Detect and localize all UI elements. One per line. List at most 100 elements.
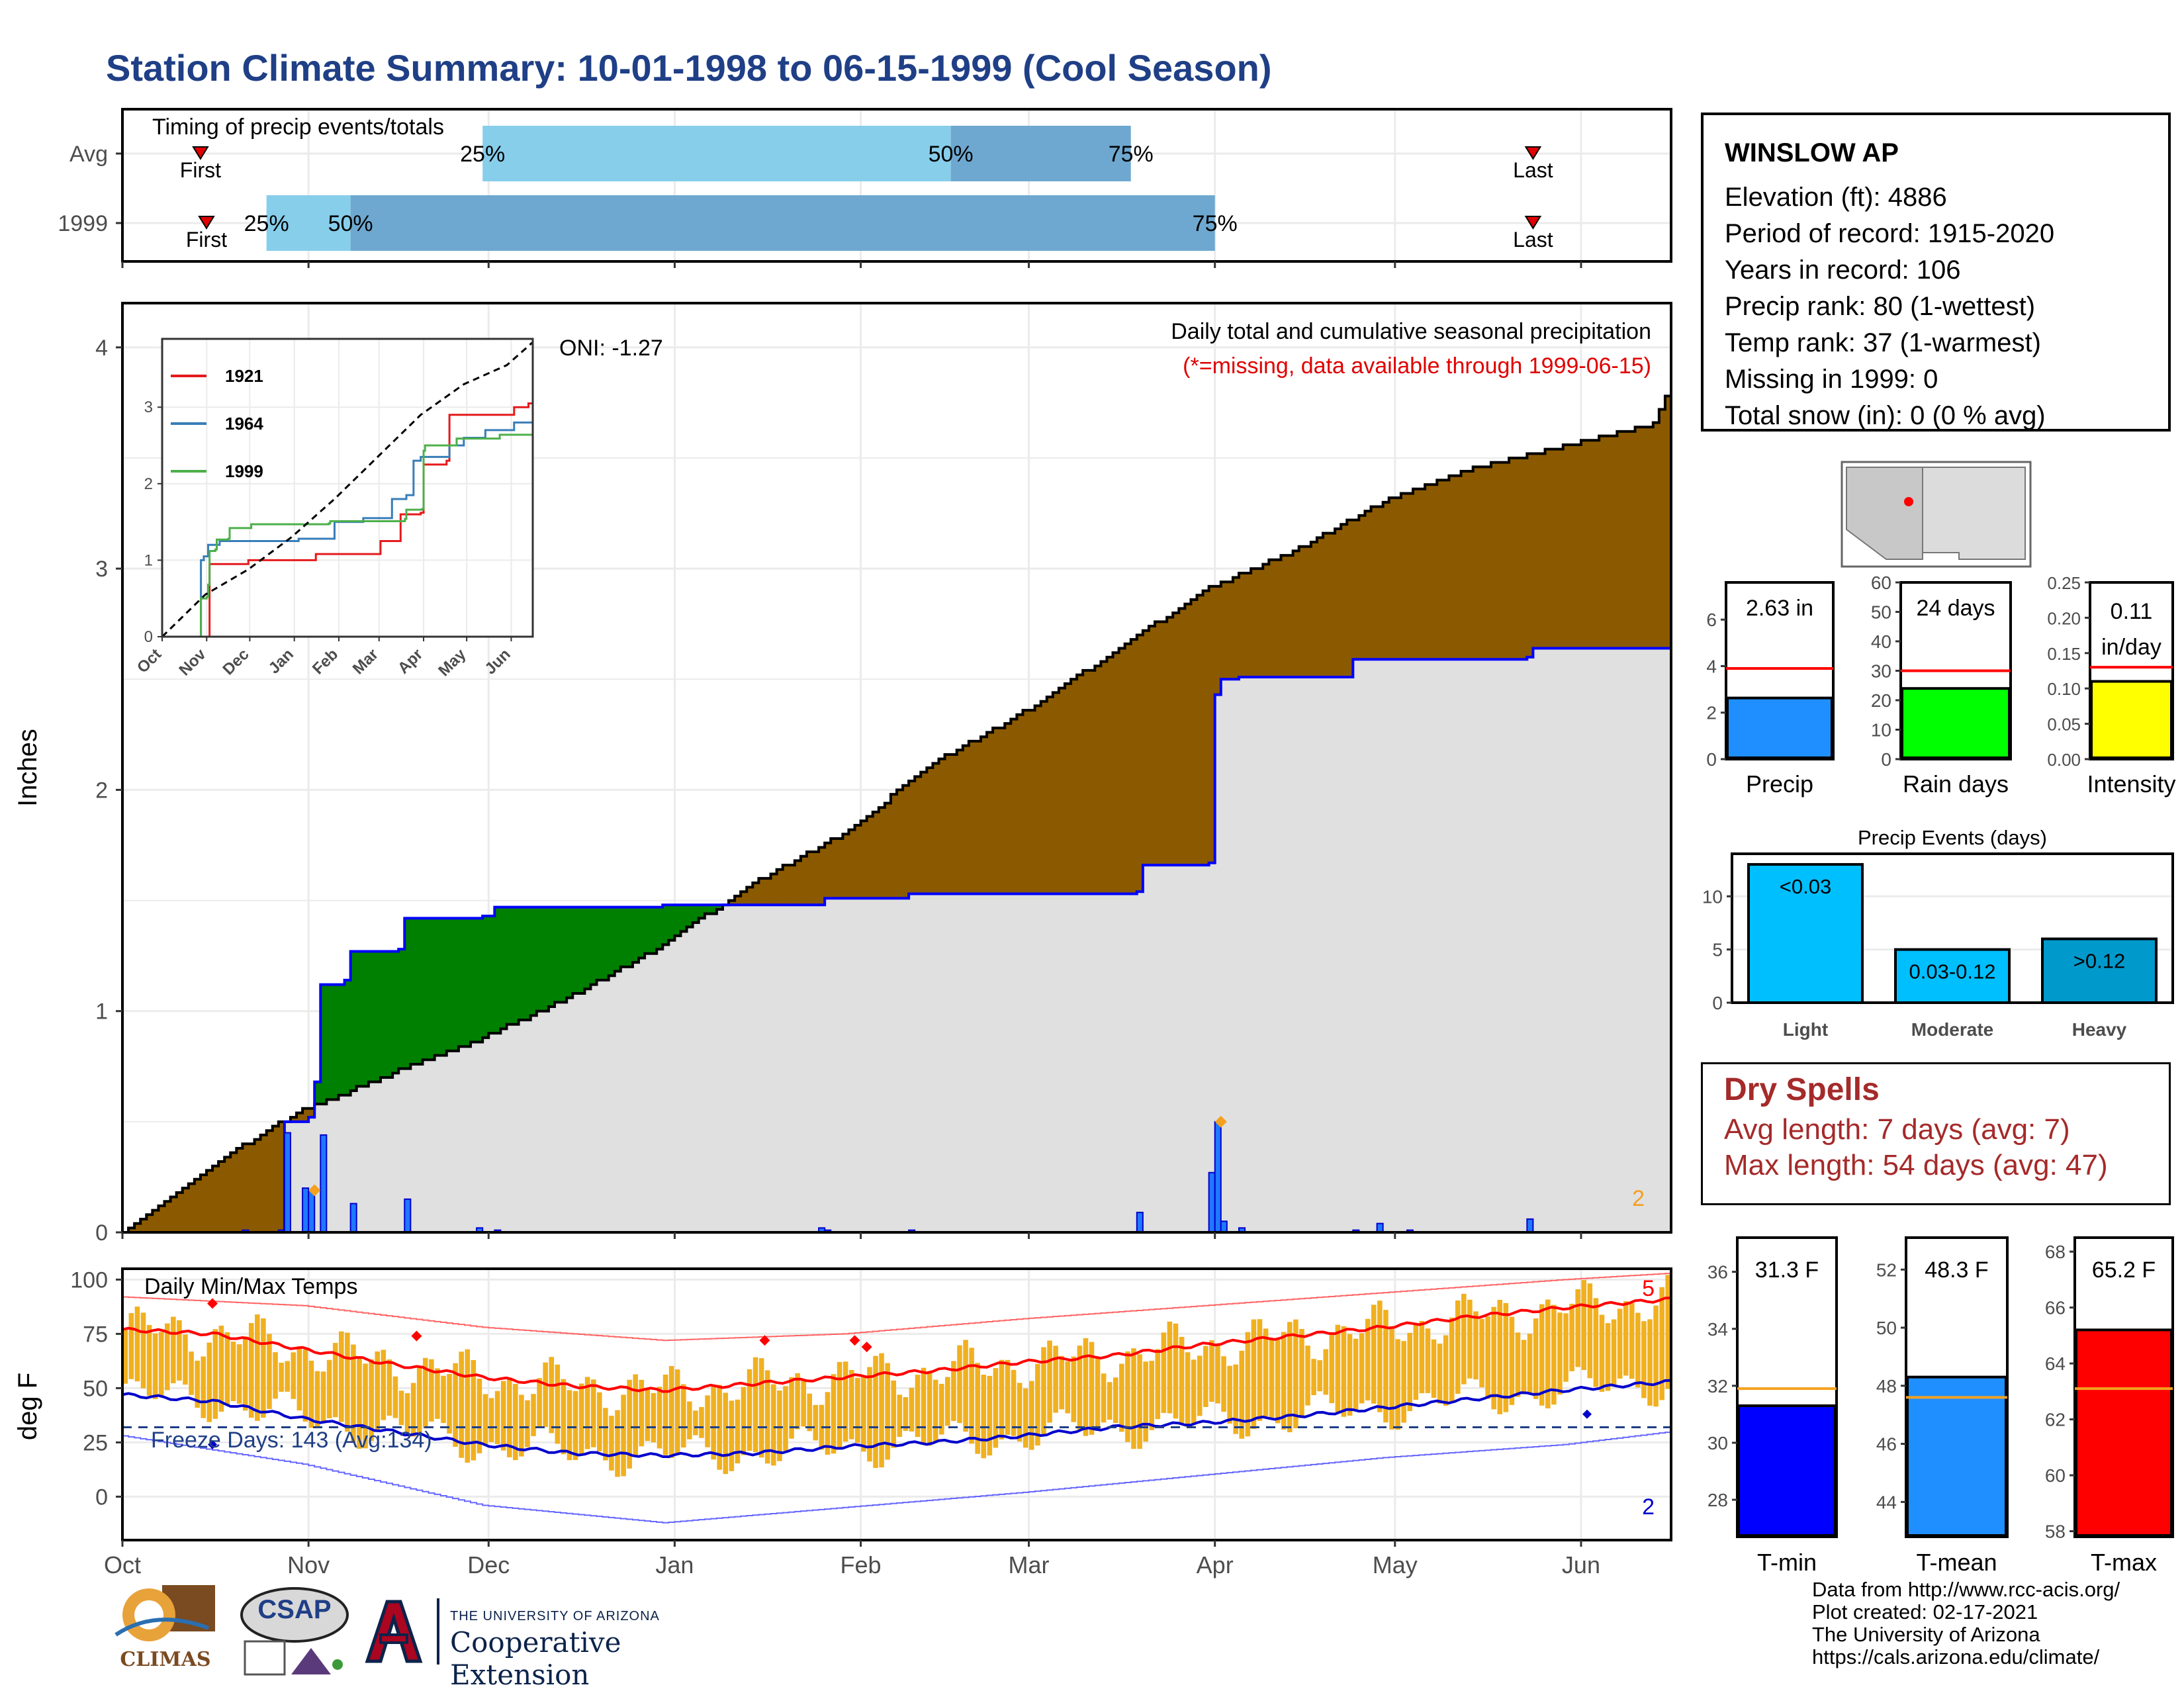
daily-temp-bar	[1599, 1314, 1605, 1392]
daily-temp-bar	[842, 1361, 848, 1442]
daily-temp-bar	[519, 1394, 524, 1457]
deficit-area	[254, 1139, 261, 1232]
daily-temp-bar	[687, 1401, 692, 1440]
daily-temp-bar	[752, 1357, 758, 1452]
daily-temp-bar	[1467, 1299, 1473, 1379]
deficit-area	[1569, 444, 1576, 649]
credit-line: https://cals.arizona.edu/climate/	[1812, 1645, 2100, 1668]
precip-frame	[121, 302, 1672, 1234]
credit-line: Data from http://www.rcc-acis.org/	[1812, 1578, 2120, 1601]
daily-temp-bar	[488, 1398, 494, 1442]
daily-temp-bar	[777, 1390, 782, 1461]
surplus-area	[530, 907, 537, 1016]
deficit-area	[224, 1157, 231, 1232]
surplus-area	[477, 918, 483, 1042]
daily-temp-bar	[1449, 1317, 1455, 1402]
surplus-area	[674, 905, 681, 937]
daily-temp-bar	[909, 1387, 915, 1432]
summary-y-tick-label: 32	[1707, 1376, 1728, 1396]
daily-temp-bar	[621, 1394, 626, 1477]
daily-temp-bar	[867, 1367, 872, 1462]
surplus-area	[561, 907, 567, 1003]
daily-temp-bar	[891, 1380, 896, 1448]
daily-temp-bar	[525, 1400, 530, 1447]
timing-last-label: Last	[1513, 158, 1553, 182]
temp-x-tick-label: Nov	[287, 1551, 330, 1578]
summary-y-tick-label: 0.25	[2047, 573, 2081, 593]
summary-value-label: 48.3 F	[1925, 1257, 1988, 1283]
deficit-area	[1023, 710, 1030, 894]
summary-x-label: Intensity	[2087, 770, 2175, 798]
summary-precip_total: 0 2 4 6 2.63 in Precip	[1706, 581, 1835, 798]
daily-temp-bar	[140, 1312, 146, 1389]
surplus-area	[704, 905, 711, 914]
daily-temp-bar	[531, 1394, 536, 1436]
daily-temp-bar	[1107, 1382, 1113, 1420]
surplus-area	[698, 905, 705, 919]
last-marker-icon	[1524, 146, 1542, 160]
deficit-area	[872, 811, 880, 899]
surplus-area	[506, 907, 514, 1025]
daily-temp-bar	[933, 1379, 938, 1443]
daily-temp-bar	[662, 1374, 668, 1455]
summary-y-tick-label: 20	[1871, 690, 1891, 711]
csap-emblem	[240, 1587, 349, 1676]
timing-p25-label: 25%	[460, 142, 505, 167]
daily-temp-bar	[645, 1389, 651, 1441]
daily-temp-bar	[657, 1387, 662, 1449]
daily-precip-bar	[349, 1203, 357, 1233]
daily-temp-bar	[1431, 1339, 1437, 1398]
freeze-days-label: Freeze Days: 143 (Avg:134)	[151, 1428, 432, 1453]
deficit-area	[1611, 435, 1617, 649]
summary-intensity: 0.00 0.05 0.10 0.15 0.20 0.25 0.11 in/day Intens…	[2047, 573, 2175, 798]
daily-temp-bar	[603, 1408, 608, 1461]
deficit-area	[1089, 670, 1095, 894]
deficit-area	[758, 878, 765, 905]
summary-y-tick-label: 28	[1707, 1490, 1728, 1510]
deficit-area	[1028, 710, 1036, 894]
daily-temp-bar	[1113, 1377, 1118, 1424]
surplus-area	[590, 907, 598, 985]
daily-temp-bar	[639, 1379, 645, 1447]
summary-y-tick-label: 36	[1707, 1262, 1728, 1283]
daily-temp-bar	[506, 1377, 512, 1457]
daily-temp-bar	[693, 1410, 698, 1436]
surplus-area	[398, 949, 405, 1069]
daily-temp-bar	[1179, 1336, 1185, 1425]
deficit-area	[218, 1162, 225, 1232]
daily-temp-bar	[1233, 1364, 1238, 1434]
daily-temp-bar	[1155, 1349, 1161, 1420]
surplus-area	[645, 907, 651, 954]
daily-temp-bar	[1497, 1299, 1503, 1414]
observed-area	[122, 648, 1671, 1232]
deficit-area	[1377, 506, 1384, 660]
daily-temp-bar	[513, 1383, 518, 1461]
deficit-area	[1220, 582, 1228, 680]
deficit-area	[242, 1144, 249, 1232]
deficit-area	[182, 1188, 189, 1232]
daily-precip-bar	[404, 1198, 412, 1234]
precip-marker-icon	[308, 1184, 321, 1197]
surplus-area	[662, 905, 669, 945]
daily-temp-bar	[1503, 1303, 1509, 1412]
daily-temp-bar	[1635, 1312, 1641, 1388]
summary-y-tick-label: 44	[1876, 1492, 1897, 1512]
daily-temp-bar	[572, 1391, 578, 1460]
deficit-area	[1371, 506, 1378, 660]
daily-temp-bar	[201, 1356, 206, 1418]
summary-bar	[1906, 1375, 2007, 1537]
surplus-area	[596, 907, 604, 980]
daily-temp-bar	[255, 1314, 260, 1421]
precip-events-bar-label: <0.03	[1780, 875, 1831, 898]
deficit-area	[1071, 679, 1077, 894]
deficit-area	[302, 1108, 309, 1122]
climas-emblem	[114, 1585, 215, 1641]
daily-temp-bar	[1095, 1356, 1101, 1430]
deficit-area	[1629, 431, 1636, 649]
record-max-line	[122, 1273, 1672, 1342]
deficit-area	[956, 750, 964, 894]
deficit-area	[770, 874, 778, 905]
deficit-area	[1017, 714, 1023, 894]
ua-line1: THE UNIVERSITY OF ARIZONA	[450, 1609, 660, 1623]
